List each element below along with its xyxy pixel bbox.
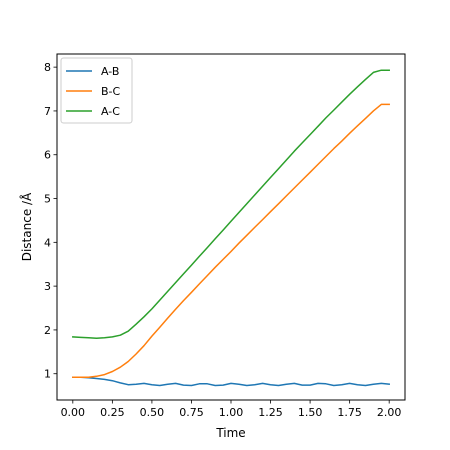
x-tick-label: 2.00 (377, 406, 402, 419)
legend-box (60, 57, 133, 124)
x-tick-label: 0.25 (100, 406, 125, 419)
y-tick-label: 2 (44, 324, 51, 337)
x-tick-label: 1.75 (337, 406, 362, 419)
legend-label-a-b: A-B (101, 65, 119, 78)
legend-label-b-c: B-C (101, 85, 121, 98)
y-tick-label: 3 (44, 280, 51, 293)
series-line-a-b (72, 376, 391, 387)
y-tick-label: 7 (44, 105, 51, 118)
legend-entries: A-B B-C A-C (66, 65, 121, 118)
x-axis-label: Time (215, 426, 245, 440)
series-line-a-c (72, 69, 390, 339)
series-line-b-c (72, 103, 390, 378)
x-axis: 0.00 0.25 0.50 0.75 1.00 1.25 1.50 1.75 2.00 (61, 400, 402, 419)
legend: A-B B-C A-C (60, 57, 133, 124)
y-tick-label: 6 (44, 149, 51, 162)
x-tick-label: 1.00 (219, 406, 244, 419)
y-axis-label: Distance /Å (19, 192, 34, 261)
series-lines (72, 69, 391, 387)
x-tick-label: 1.50 (298, 406, 323, 419)
y-axis: 1 2 3 4 5 6 7 8 (44, 61, 57, 381)
x-tick-label: 0.50 (140, 406, 165, 419)
y-tick-label: 4 (44, 236, 51, 249)
y-tick-label: 1 (44, 368, 51, 381)
x-tick-label: 0.75 (179, 406, 204, 419)
x-tick-label: 0.00 (61, 406, 86, 419)
y-tick-label: 8 (44, 61, 51, 74)
x-tick-label: 1.25 (258, 406, 283, 419)
legend-label-a-c: A-C (101, 105, 120, 118)
y-tick-label: 5 (44, 193, 51, 206)
